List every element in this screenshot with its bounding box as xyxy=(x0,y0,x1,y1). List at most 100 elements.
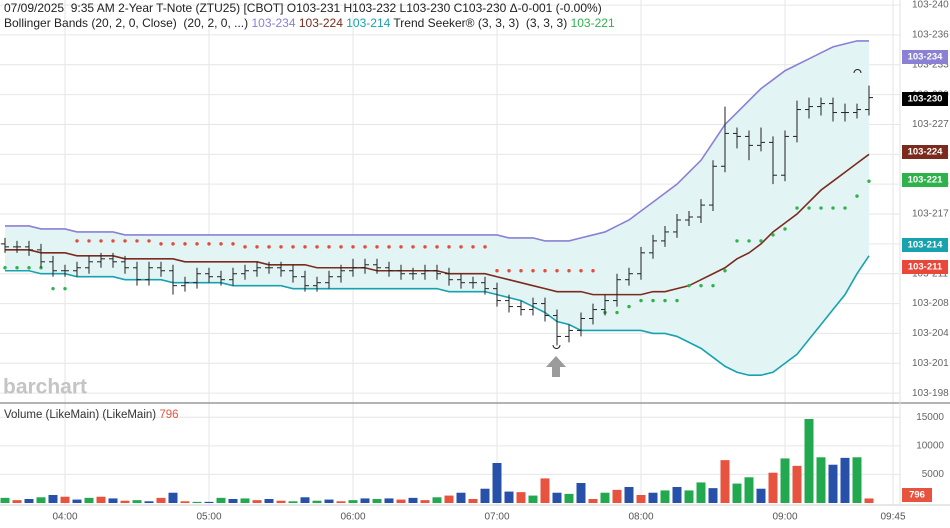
volume-bar xyxy=(420,500,430,503)
y-tick-label: 103-201 xyxy=(912,358,949,369)
volume-bar xyxy=(240,498,250,503)
trend-dot xyxy=(267,245,271,249)
trend-dot xyxy=(831,206,835,210)
price-bars xyxy=(1,85,873,346)
volume-bar xyxy=(588,499,598,503)
trend-dot xyxy=(615,310,619,315)
trend-dot xyxy=(399,245,403,249)
trend-dot xyxy=(219,242,223,246)
trend-dot xyxy=(207,242,211,246)
trend-dot xyxy=(447,245,451,249)
volume-bar xyxy=(204,501,214,503)
trend-dot xyxy=(111,239,115,243)
price-badge xyxy=(902,260,948,274)
volume-bar xyxy=(96,496,106,503)
volume-badge xyxy=(902,488,932,502)
price-badge xyxy=(902,145,948,159)
trend-dot xyxy=(87,239,91,243)
trend-dot xyxy=(327,245,331,249)
volume-bar xyxy=(840,457,850,503)
trend-dot xyxy=(243,245,247,249)
trend-dot xyxy=(51,286,55,291)
x-tick-label: 09:45 xyxy=(880,512,905,523)
quote-header: 07/09/2025 9:35 AM 2-Year T-Note (ZTU25)… xyxy=(4,1,602,15)
high-marker xyxy=(853,69,862,74)
volume-bar xyxy=(276,500,286,503)
volume-bar xyxy=(216,497,226,503)
volume-bar xyxy=(828,464,838,503)
volume-bar xyxy=(612,489,622,503)
trend-dot xyxy=(99,239,103,243)
trend-dot xyxy=(279,245,283,249)
price-badge-label: 103-230 xyxy=(908,94,943,105)
volume-bar xyxy=(24,499,34,503)
trend-dot xyxy=(27,266,31,270)
trend-dot xyxy=(543,269,547,273)
volume-bar xyxy=(228,499,238,503)
trend-dot xyxy=(807,206,811,210)
trend-dot xyxy=(375,245,379,249)
trend-dot xyxy=(639,298,643,303)
trend-dot xyxy=(195,242,199,246)
price-badge xyxy=(902,238,948,252)
volume-bar xyxy=(324,499,334,503)
trend-dot xyxy=(255,245,259,249)
volume-bar xyxy=(408,497,418,503)
volume-study: Volume (LikeMain) (LikeMain) xyxy=(4,409,156,421)
volume-title: Volume (LikeMain) (LikeMain) 796 xyxy=(4,409,179,421)
volume-bar xyxy=(456,492,466,503)
volume-bar xyxy=(444,495,454,503)
volume-bar xyxy=(672,487,682,503)
volume-badge-label: 796 xyxy=(909,490,925,501)
trend-dot xyxy=(459,245,463,249)
arrow-marker xyxy=(546,356,566,377)
trend-dot xyxy=(819,206,823,210)
trend-dot xyxy=(531,269,535,273)
volume-bar xyxy=(468,499,478,503)
volume-bar xyxy=(504,491,514,503)
x-tick-label: 09:00 xyxy=(772,512,797,523)
volume-bar xyxy=(432,497,442,503)
price-badge xyxy=(902,50,948,64)
trend-dot xyxy=(699,283,703,288)
trend-dot xyxy=(291,245,295,249)
volume-bar xyxy=(60,496,70,503)
volume-bar xyxy=(360,498,370,503)
trend-dot xyxy=(3,266,7,270)
volume-bar xyxy=(492,463,502,503)
volume-tick-label: 10000 xyxy=(916,440,944,451)
volume-bar xyxy=(780,458,790,503)
volume-bar xyxy=(804,419,814,503)
volume-bar xyxy=(252,500,262,503)
price-badge xyxy=(902,173,948,187)
axes: 103-240 103-236 103-233 103-230 103-227 103-2… xyxy=(52,0,949,523)
volume-bar xyxy=(540,478,550,503)
volume-bar xyxy=(792,465,802,503)
price-badge-label: 103-214 xyxy=(908,240,944,251)
volume-bar xyxy=(732,483,742,503)
volume-bar xyxy=(816,457,826,503)
x-tick-label: 04:00 xyxy=(52,512,77,523)
trend-dot xyxy=(231,242,235,246)
trend-dot xyxy=(63,286,67,291)
volume-bar xyxy=(528,495,538,503)
trend-dot xyxy=(771,233,775,237)
trend-dot xyxy=(591,269,595,273)
bands-study: Bollinger Bands (20, 2, 0, Close) (20, 2… xyxy=(4,16,249,30)
trend-dots xyxy=(3,179,871,315)
volume-bar xyxy=(48,495,58,503)
volume-bar xyxy=(12,500,22,503)
volume-bar xyxy=(156,497,166,503)
y-tick-label: 103-208 xyxy=(912,298,949,309)
y-tick-label: 103-217 xyxy=(912,209,949,220)
upper-value: 103-234 xyxy=(251,16,296,30)
volume-bar xyxy=(84,497,94,503)
volume-bar xyxy=(36,497,46,503)
study-legend: Bollinger Bands (20, 2, 0, Close) (20, 2… xyxy=(4,16,615,30)
volume-bar xyxy=(312,500,322,503)
y-tick-label: 103-204 xyxy=(912,328,949,339)
trend-dot xyxy=(519,269,523,273)
trend-dot xyxy=(147,239,151,243)
low-marker xyxy=(552,344,561,349)
volume-bar xyxy=(648,492,658,503)
